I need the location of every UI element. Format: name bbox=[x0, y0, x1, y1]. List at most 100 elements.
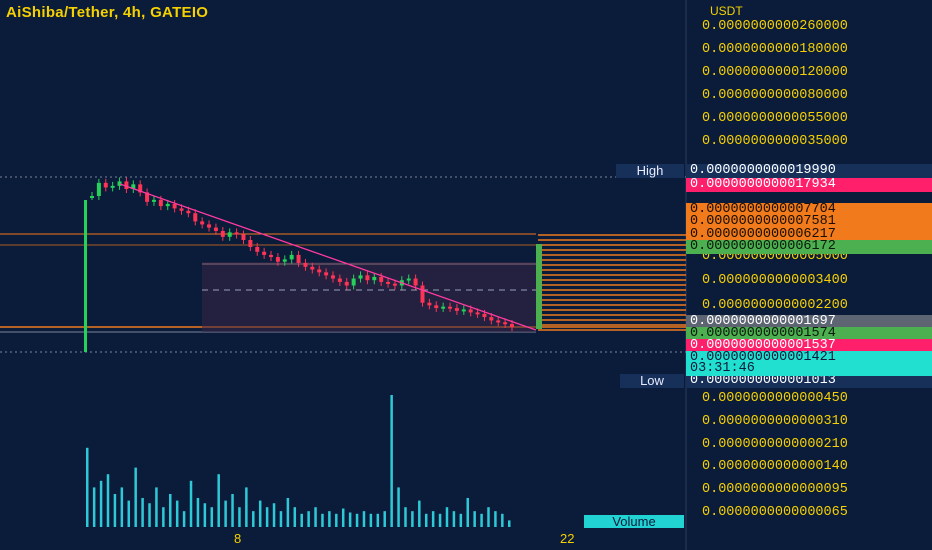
candle-body bbox=[227, 232, 232, 237]
volume-axis-label: 0.0000000000000210 bbox=[702, 437, 848, 452]
candle-body bbox=[172, 203, 177, 209]
price-tag: 0.0000000000001697 bbox=[686, 315, 932, 329]
candle-body bbox=[503, 322, 508, 325]
candle-body bbox=[434, 305, 439, 309]
candle-body bbox=[448, 306, 453, 309]
volume-bar bbox=[231, 494, 234, 527]
volume-bar bbox=[86, 447, 89, 527]
candle-body bbox=[454, 308, 459, 311]
volume-bar bbox=[335, 513, 338, 527]
candle-body bbox=[344, 281, 349, 286]
price-tag: 0.0000000000006172 bbox=[686, 240, 932, 254]
volume-axis-label: 0.0000000000000095 bbox=[702, 482, 848, 497]
volume-axis-label: 0.0000000000000450 bbox=[702, 391, 848, 406]
volume-axis-label: 0.0000000000000140 bbox=[702, 459, 848, 474]
candle-body bbox=[510, 324, 514, 328]
candle-body bbox=[296, 254, 301, 263]
x-axis-label: 8 bbox=[234, 531, 242, 546]
volume-bar bbox=[203, 503, 207, 527]
candle-body bbox=[351, 278, 356, 286]
volume-bar bbox=[362, 511, 366, 527]
volume-bar bbox=[508, 520, 511, 527]
volume-bar bbox=[501, 513, 504, 527]
price-tag: 0.0000000000001537 bbox=[686, 339, 932, 353]
y-axis-label: 0.0000000000260000 bbox=[702, 19, 848, 34]
high-label: High bbox=[616, 164, 684, 178]
volume-bar bbox=[473, 511, 476, 527]
candle-body bbox=[406, 278, 411, 281]
volume-bar bbox=[286, 497, 290, 527]
x-axis-label: 22 bbox=[560, 531, 575, 546]
candle-body bbox=[193, 213, 198, 222]
candle-body bbox=[379, 276, 384, 282]
volume-bar bbox=[189, 480, 193, 527]
price-tag: 0.0000000000001013 bbox=[686, 374, 932, 388]
volume-bar bbox=[376, 513, 380, 527]
candle-body bbox=[282, 259, 287, 262]
volume-bar bbox=[466, 497, 469, 527]
volume-bar bbox=[411, 511, 414, 527]
volume-bar bbox=[293, 507, 297, 527]
volume-bar bbox=[265, 507, 269, 527]
volume-bar bbox=[238, 507, 241, 527]
candle-body bbox=[468, 309, 473, 313]
volume-bar bbox=[404, 507, 407, 527]
candle-body bbox=[372, 276, 377, 281]
candle-body bbox=[392, 283, 397, 286]
y-axis-label: 0.0000000000080000 bbox=[702, 88, 848, 103]
candle-body bbox=[151, 199, 156, 202]
volume-bar bbox=[258, 500, 262, 527]
volume-bar bbox=[252, 511, 255, 527]
volume-bar bbox=[452, 511, 456, 527]
candle-body bbox=[289, 254, 294, 260]
candle-body bbox=[317, 269, 322, 273]
spike-candle bbox=[84, 200, 87, 352]
candle-body bbox=[413, 278, 418, 286]
volume-bar bbox=[390, 395, 393, 527]
candle-body bbox=[255, 246, 260, 252]
volume-bar bbox=[369, 513, 373, 527]
volume-bar bbox=[196, 497, 200, 527]
candle-body bbox=[124, 181, 129, 190]
volume-bar bbox=[279, 511, 283, 527]
volume-bar bbox=[480, 513, 483, 527]
candle-body bbox=[207, 224, 212, 228]
volume-bar bbox=[210, 507, 214, 527]
volume-bar bbox=[182, 511, 186, 527]
volume-bar bbox=[438, 513, 442, 527]
volume-axis-label: 0.0000000000000065 bbox=[702, 505, 848, 520]
candle-body bbox=[358, 275, 363, 279]
volume-bar bbox=[245, 487, 248, 527]
candle-body bbox=[275, 257, 280, 262]
candle-body bbox=[482, 313, 487, 318]
volume-bar bbox=[487, 507, 490, 527]
volume-bar bbox=[494, 511, 497, 527]
candle-body bbox=[213, 227, 218, 231]
candle-body bbox=[461, 309, 466, 312]
range-box bbox=[202, 262, 536, 332]
candle-body bbox=[220, 230, 225, 237]
volume-bar bbox=[92, 487, 96, 527]
volume-bar bbox=[445, 507, 449, 527]
volume-label[interactable]: Volume bbox=[584, 515, 684, 528]
candle-body bbox=[365, 275, 370, 281]
candle-body bbox=[475, 312, 480, 315]
volume-axis-label: 0.0000000000000310 bbox=[702, 414, 848, 429]
candle-body bbox=[158, 199, 163, 207]
candle-body bbox=[441, 306, 446, 309]
candle-body bbox=[103, 182, 108, 188]
volume-bar bbox=[328, 511, 331, 527]
candle-body bbox=[110, 185, 115, 188]
trendline bbox=[119, 183, 537, 331]
candle-body bbox=[420, 285, 425, 303]
candle-body bbox=[179, 208, 184, 211]
volume-bar bbox=[148, 503, 151, 527]
candle-body bbox=[165, 203, 170, 207]
volume-bar bbox=[314, 507, 317, 527]
volume-bar bbox=[155, 487, 158, 527]
volume-bar bbox=[383, 511, 386, 527]
candle-body bbox=[324, 272, 329, 276]
volume-bar bbox=[175, 500, 179, 527]
y-axis-unit: USDT bbox=[710, 4, 743, 18]
